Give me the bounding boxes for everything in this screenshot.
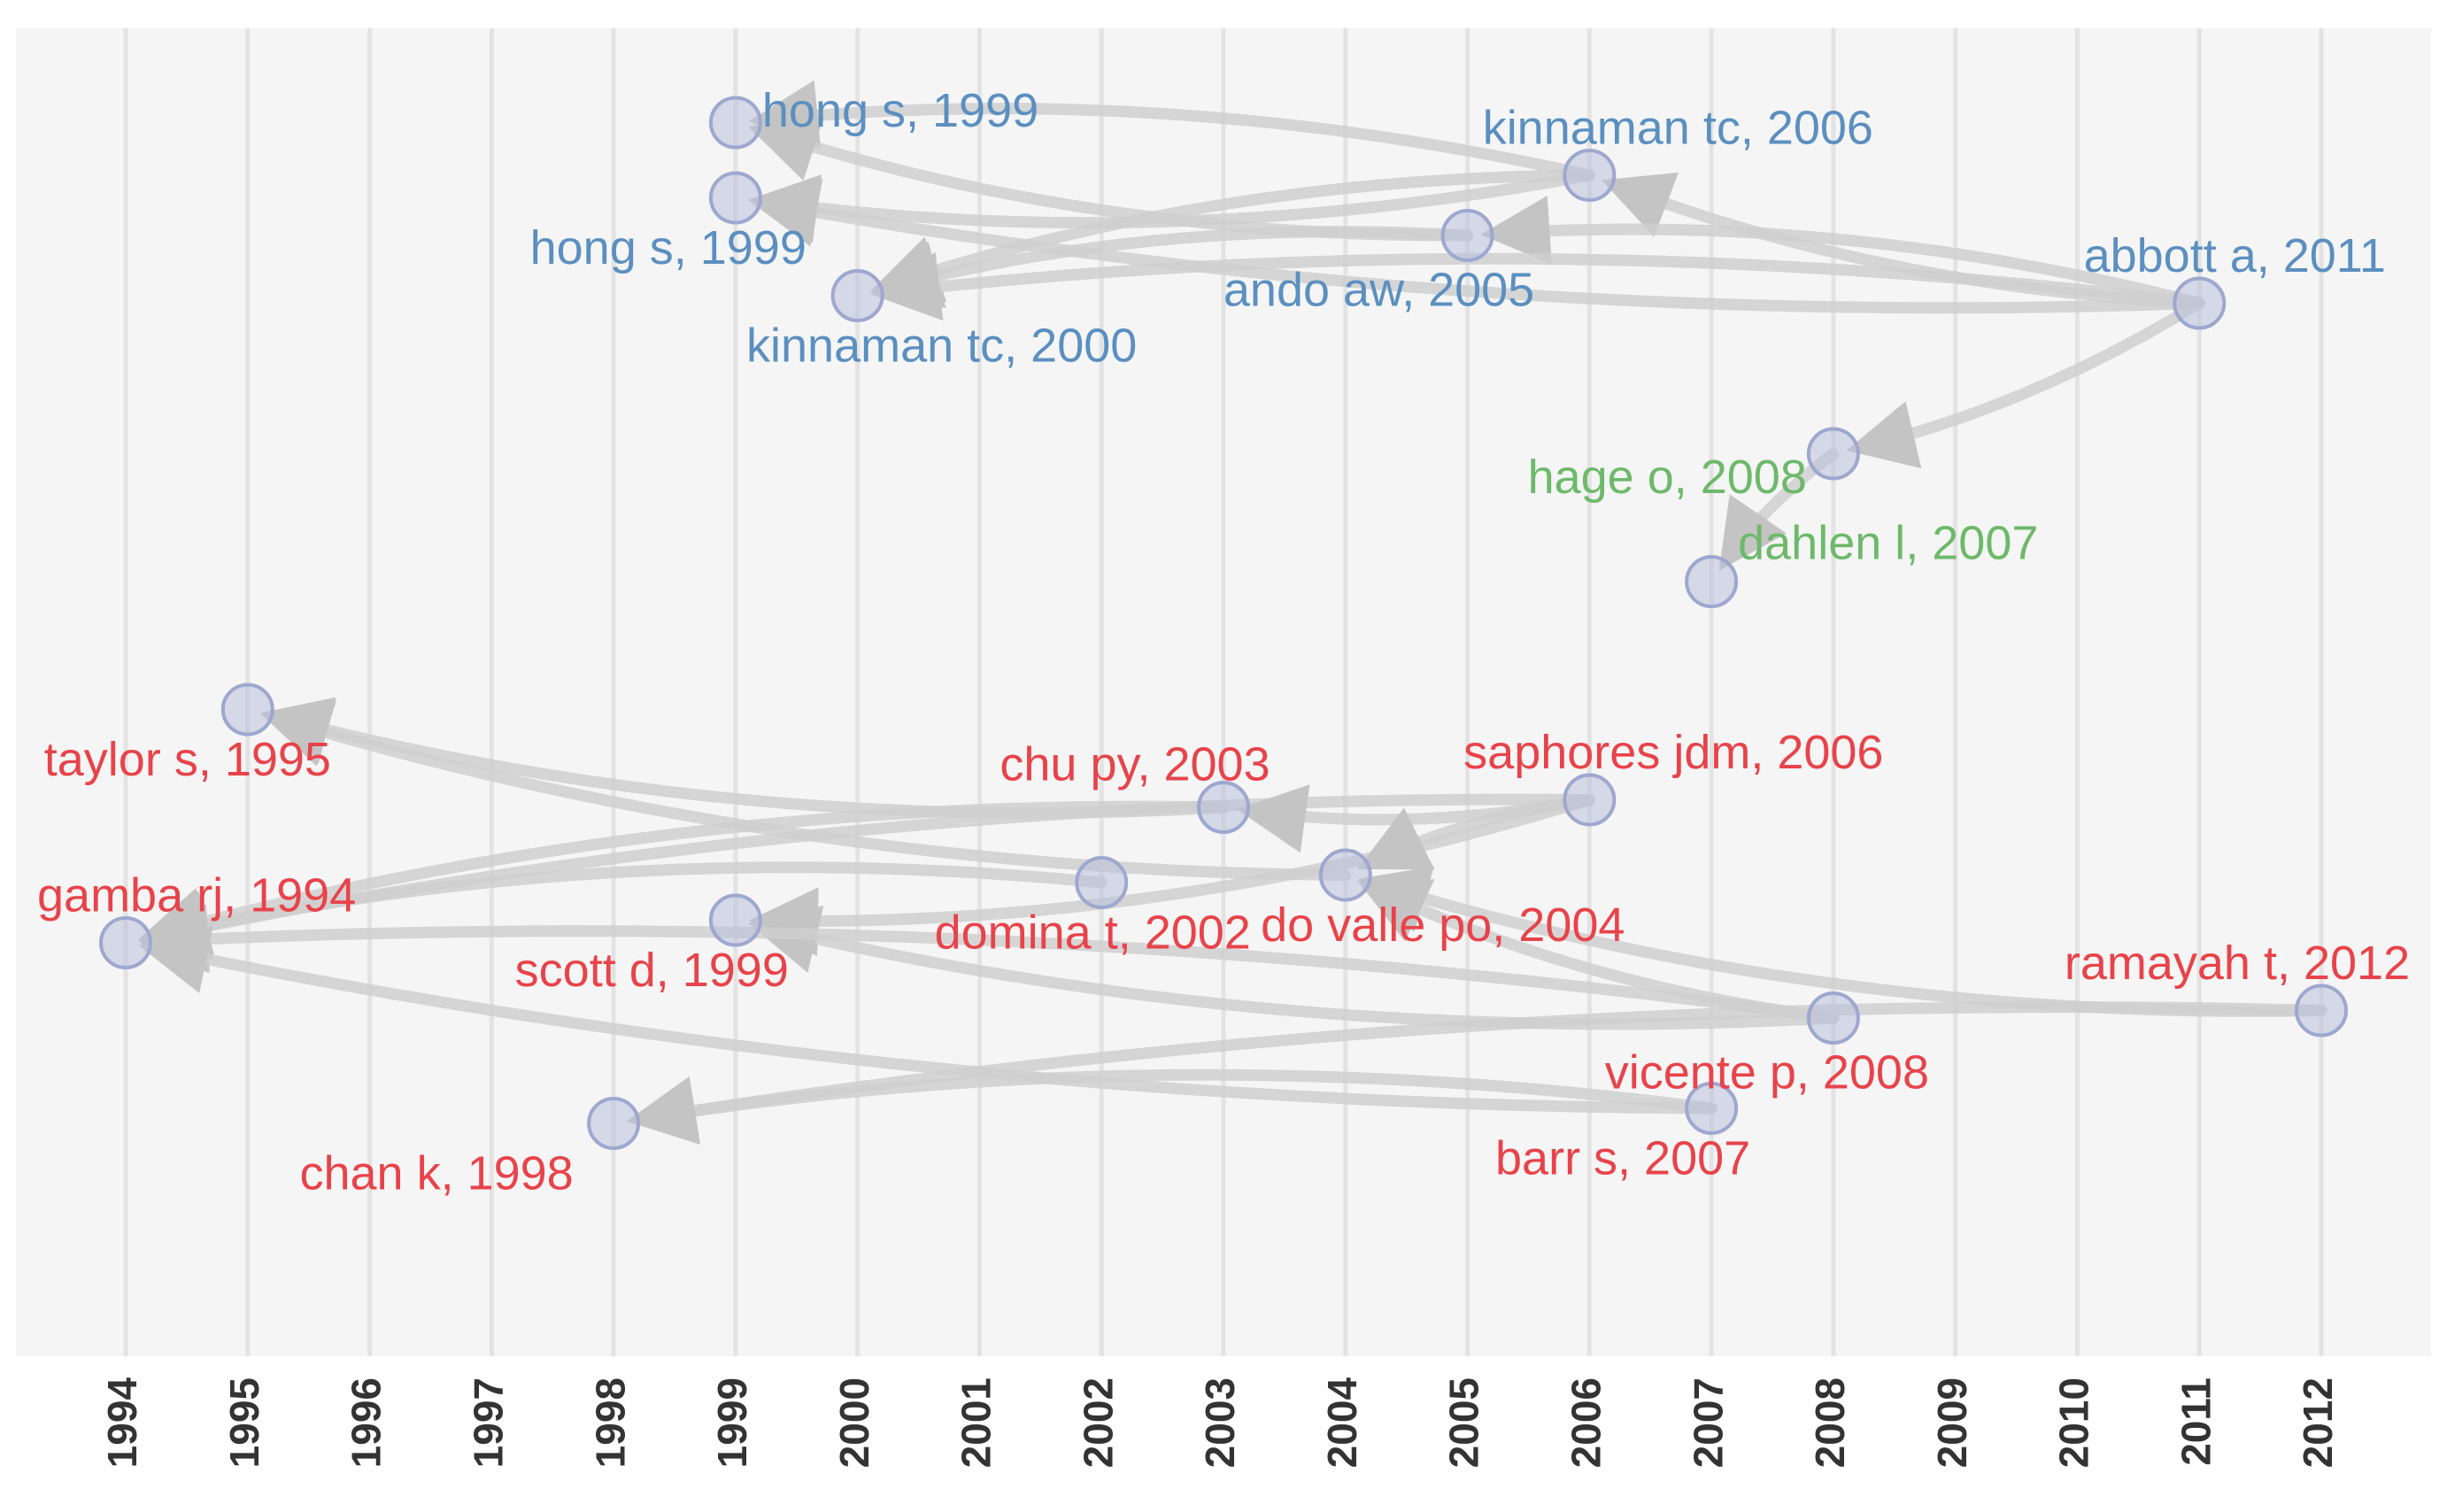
- citation-edge: [1846, 297, 2205, 469]
- paper-label: hage o, 2008: [1528, 451, 1807, 504]
- paper-node[interactable]: [2173, 276, 2227, 330]
- year-tick-label: 2006: [1563, 1377, 1609, 1468]
- citation-edge: [626, 1068, 1718, 1145]
- paper-label: gamba rj, 1994: [37, 868, 356, 922]
- citation-edge: [870, 251, 2205, 321]
- year-tick-label: 1998: [587, 1377, 633, 1468]
- paper-labels: hong s, 1999 hong s, 1999 kinnaman tc, 200…: [37, 84, 2410, 1200]
- paper-node[interactable]: [1563, 149, 1617, 202]
- year-axis: 1994 1995 1996 1997 1998 1999 2000 2001 2002 2003…: [99, 1377, 2341, 1469]
- paper-label: dahlen l, 2007: [1738, 516, 2038, 569]
- paper-node[interactable]: [220, 683, 274, 737]
- paper-node[interactable]: [99, 916, 152, 969]
- citation-edge: [138, 793, 1595, 960]
- year-tick-label: 2003: [1197, 1377, 1243, 1468]
- paper-label: kinnaman tc, 2000: [746, 319, 1137, 372]
- citation-edge: [748, 178, 2205, 314]
- year-tick-label: 2007: [1685, 1377, 1731, 1468]
- paper-label: chan k, 1998: [299, 1146, 573, 1200]
- year-tick-label: 2008: [1807, 1377, 1853, 1468]
- paper-label: vicente p, 2008: [1605, 1045, 1929, 1099]
- paper-label: scott d, 1999: [515, 944, 789, 997]
- year-tick-label: 2009: [1929, 1377, 1975, 1468]
- citation-edge: [138, 925, 1718, 1115]
- year-tick-label: 2002: [1075, 1377, 1121, 1468]
- paper-node[interactable]: [1197, 781, 1250, 834]
- paper-label: kinnaman tc, 2006: [1483, 101, 1873, 154]
- paper-node[interactable]: [1440, 209, 1494, 262]
- paper-node[interactable]: [1685, 1082, 1739, 1135]
- paper-label: saphores jdm, 2006: [1463, 726, 1883, 779]
- paper-nodes: [99, 96, 2348, 1150]
- citation-edge: [870, 226, 1474, 309]
- citation-edge: [1480, 195, 2205, 309]
- paper-node[interactable]: [1075, 856, 1129, 909]
- paper-node[interactable]: [708, 893, 762, 947]
- year-tick-label: 2001: [953, 1377, 1000, 1468]
- paper-label: hong s, 1999: [762, 84, 1038, 137]
- year-tick-label: 1997: [465, 1377, 511, 1468]
- paper-node[interactable]: [1806, 427, 1860, 481]
- paper-label: domina t, 2002: [935, 906, 1251, 959]
- citation-edge: [138, 800, 1230, 955]
- year-tick-label: 2012: [2295, 1377, 2341, 1468]
- year-tick-label: 2005: [1441, 1377, 1487, 1468]
- paper-node[interactable]: [1318, 848, 1372, 902]
- year-tick-label: 1999: [709, 1377, 755, 1468]
- year-tick-label: 2010: [2051, 1377, 2097, 1468]
- paper-node[interactable]: [708, 171, 762, 225]
- paper-node[interactable]: [1806, 991, 1860, 1045]
- year-tick-label: 2004: [1319, 1377, 1365, 1469]
- paper-node[interactable]: [1563, 773, 1617, 827]
- citation-edge: [1357, 794, 1595, 870]
- paper-node[interactable]: [708, 96, 762, 150]
- paper-label: do valle po, 2004: [1261, 899, 1625, 952]
- citation-edge: [748, 905, 1840, 1030]
- citation-edges: [138, 80, 2327, 1145]
- year-tick-label: 1994: [99, 1377, 145, 1469]
- paper-label: chu py, 2003: [1000, 737, 1270, 791]
- paper-node[interactable]: [1685, 555, 1739, 608]
- paper-label: abbott a, 2011: [2084, 229, 2386, 282]
- paper-node[interactable]: [2295, 984, 2348, 1038]
- paper-label: ando aw, 2005: [1224, 263, 1534, 316]
- citation-edge: [748, 794, 1595, 957]
- citation-edge: [869, 169, 1595, 303]
- year-tick-label: 2000: [831, 1377, 877, 1468]
- paper-label: taylor s, 1995: [44, 733, 331, 786]
- paper-label: hong s, 1999: [530, 221, 807, 274]
- paper-label: ramayah t, 2012: [2065, 937, 2410, 990]
- year-tick-label: 2011: [2173, 1377, 2219, 1466]
- citation-edge: [1357, 879, 1840, 1024]
- paper-node[interactable]: [830, 269, 884, 322]
- year-tick-label: 1996: [344, 1377, 390, 1468]
- citation-edge: [748, 80, 1595, 181]
- year-tick-label: 1995: [221, 1377, 267, 1468]
- paper-node[interactable]: [587, 1097, 641, 1150]
- paper-label: barr s, 2007: [1495, 1131, 1750, 1184]
- citation-edge: [138, 904, 1840, 1024]
